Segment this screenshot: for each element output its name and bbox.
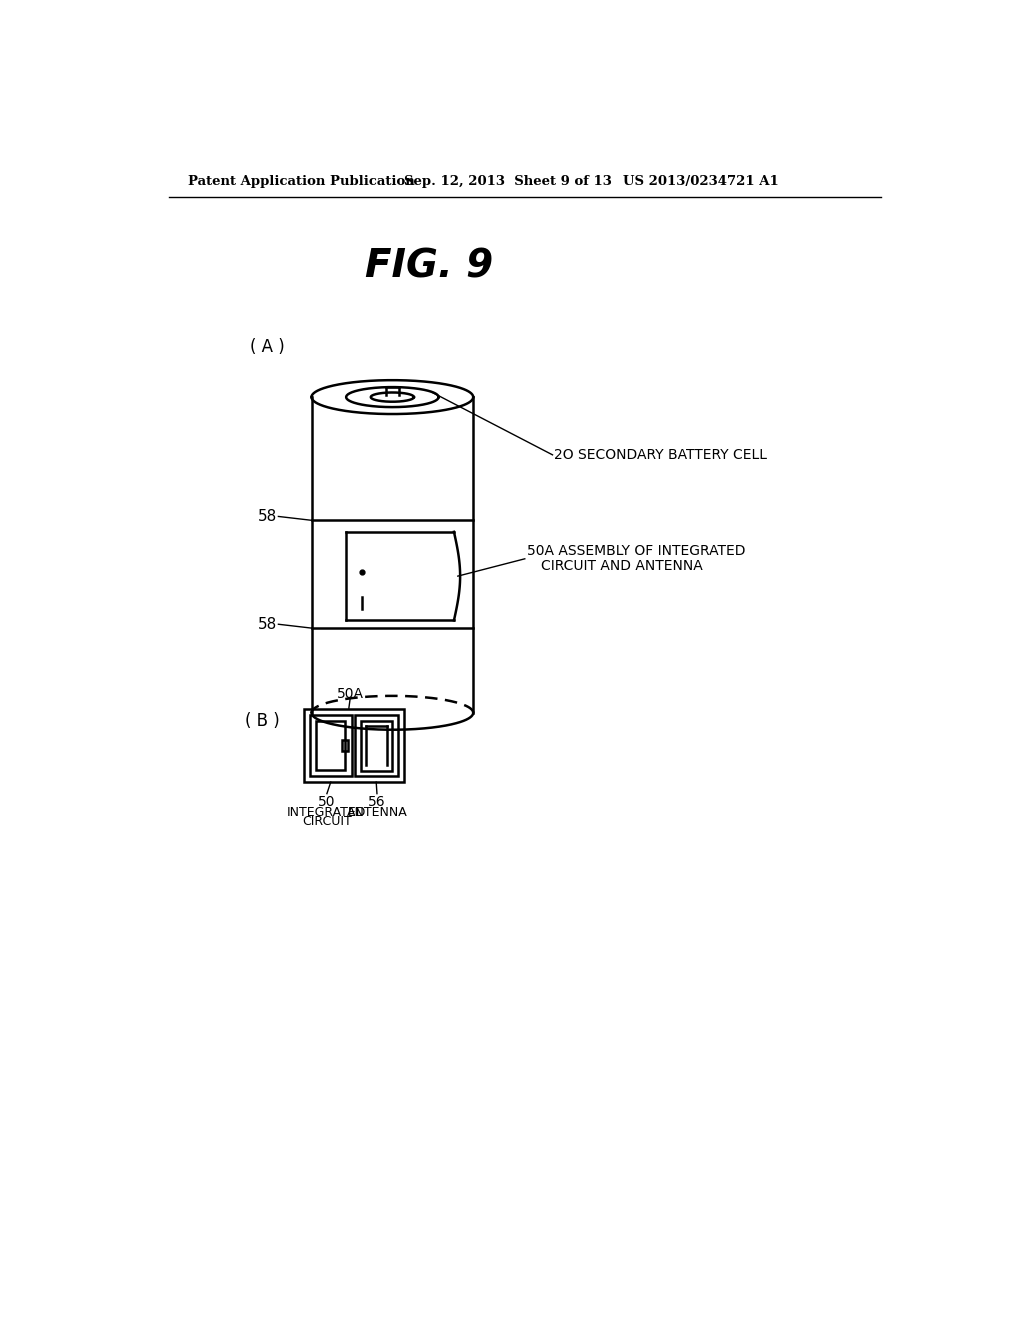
Text: 50: 50: [318, 795, 336, 809]
Text: INTEGRATED: INTEGRATED: [287, 807, 367, 818]
Text: ( B ): ( B ): [245, 711, 280, 730]
Text: 58: 58: [258, 510, 276, 524]
Bar: [360, 721, 392, 771]
Text: FIG. 9: FIG. 9: [366, 247, 494, 285]
Bar: [342, 741, 348, 751]
Text: 58: 58: [258, 616, 276, 632]
Text: Sep. 12, 2013  Sheet 9 of 13: Sep. 12, 2013 Sheet 9 of 13: [403, 176, 611, 187]
Text: 56: 56: [369, 795, 386, 809]
Text: Patent Application Publication: Patent Application Publication: [188, 176, 415, 187]
Text: 50A ASSEMBLY OF INTEGRATED: 50A ASSEMBLY OF INTEGRATED: [527, 544, 745, 558]
Text: US 2013/0234721 A1: US 2013/0234721 A1: [624, 176, 779, 187]
Bar: [310, 715, 351, 776]
Bar: [355, 715, 397, 776]
Text: ANTENNA: ANTENNA: [346, 807, 408, 818]
Text: CIRCUIT AND ANTENNA: CIRCUIT AND ANTENNA: [541, 560, 702, 573]
Bar: [304, 709, 403, 781]
Bar: [316, 721, 345, 770]
Text: CIRCUIT: CIRCUIT: [302, 816, 352, 828]
Text: ( A ): ( A ): [250, 338, 285, 356]
Text: 50A: 50A: [337, 686, 364, 701]
Text: 2O SECONDARY BATTERY CELL: 2O SECONDARY BATTERY CELL: [554, 447, 767, 462]
